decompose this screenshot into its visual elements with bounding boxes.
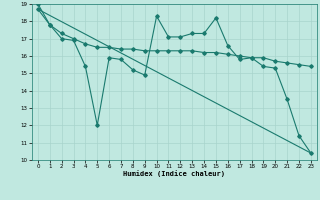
X-axis label: Humidex (Indice chaleur): Humidex (Indice chaleur) xyxy=(124,171,225,177)
